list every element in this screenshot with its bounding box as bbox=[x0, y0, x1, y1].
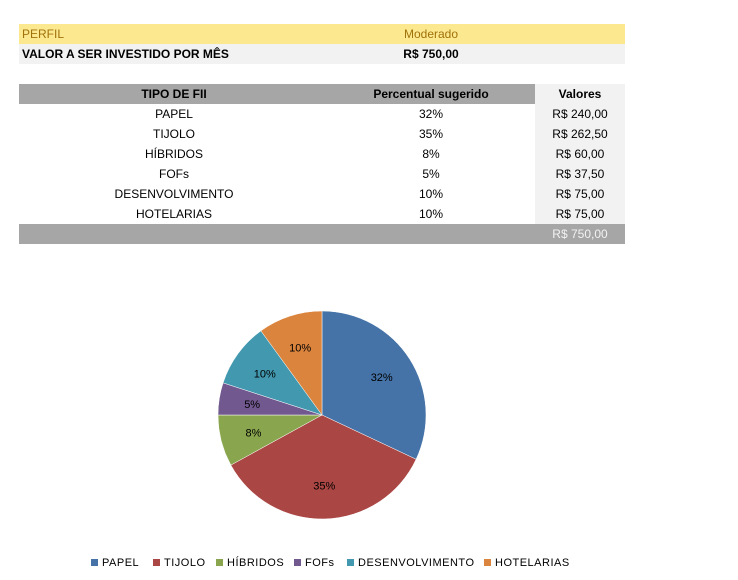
monthly-amount-label: VALOR A SER INVESTIDO POR MÊS bbox=[22, 47, 229, 61]
pie-data-label: 10% bbox=[289, 343, 311, 355]
legend-swatch bbox=[216, 558, 223, 566]
pie-data-label: 10% bbox=[254, 368, 276, 380]
perfil-row: PERFIL Moderado bbox=[19, 24, 625, 44]
legend-swatch bbox=[484, 558, 491, 566]
header-percentual: Percentual sugerido bbox=[373, 87, 489, 101]
pie-data-label: 8% bbox=[246, 428, 262, 440]
pie-data-label: 5% bbox=[244, 399, 260, 411]
pie-slice-hotelarias[interactable] bbox=[260, 310, 323, 416]
legend-swatch bbox=[91, 558, 98, 566]
header-tipo: TIPO DE FII bbox=[141, 87, 207, 101]
tipo-cell[interactable]: HÍBRIDOS bbox=[144, 147, 203, 161]
legend-item-desenvolvimento: DESENVOLVIMENTO bbox=[347, 556, 475, 570]
legend-item-papel: PAPEL bbox=[91, 556, 139, 570]
legend-label: DESENVOLVIMENTO bbox=[358, 557, 475, 569]
valor-cell[interactable]: R$ 75,00 bbox=[535, 204, 625, 224]
table-row: TIJOLO 35% R$ 262,50 bbox=[19, 124, 625, 144]
tipo-cell[interactable]: PAPEL bbox=[155, 107, 193, 121]
percentual-cell[interactable]: 10% bbox=[418, 207, 444, 221]
legend-label: HÍBRIDOS bbox=[227, 557, 285, 569]
tipo-cell[interactable]: HOTELARIAS bbox=[135, 207, 213, 221]
legend-item-hotelarias: HOTELARIAS bbox=[484, 556, 570, 570]
table-header: TIPO DE FII Percentual sugerido Valores bbox=[19, 84, 625, 104]
valor-cell[interactable]: R$ 75,00 bbox=[535, 184, 625, 204]
header-valores: Valores bbox=[535, 84, 625, 104]
valor-cell[interactable]: R$ 262,50 bbox=[535, 124, 625, 144]
monthly-amount-row: VALOR A SER INVESTIDO POR MÊS R$ 750,00 bbox=[19, 44, 625, 64]
table-row: PAPEL 32% R$ 240,00 bbox=[19, 104, 625, 124]
percentual-cell[interactable]: 35% bbox=[418, 127, 444, 141]
pie-data-label: 32% bbox=[371, 372, 393, 384]
valor-cell[interactable]: R$ 37,50 bbox=[535, 164, 625, 184]
legend-item-fofs: FOFs bbox=[294, 556, 335, 570]
table-total-row: R$ 750,00 bbox=[19, 224, 625, 244]
legend-item-híbridos: HÍBRIDOS bbox=[216, 556, 284, 570]
perfil-label: PERFIL bbox=[22, 27, 65, 41]
legend-label: FOFs bbox=[305, 557, 335, 569]
pie-slice-tijolo[interactable] bbox=[230, 414, 417, 520]
percentual-cell[interactable]: 10% bbox=[418, 187, 444, 201]
tipo-cell[interactable]: TIJOLO bbox=[152, 127, 195, 141]
percentual-cell[interactable]: 8% bbox=[422, 147, 440, 161]
legend-swatch bbox=[347, 558, 354, 566]
pie-chart: 32% 35% 8% 5% 10% 10% bbox=[217, 310, 427, 520]
percentual-cell[interactable]: 32% bbox=[418, 107, 444, 121]
percentual-cell[interactable]: 5% bbox=[422, 167, 440, 181]
legend-label: PAPEL bbox=[102, 557, 140, 569]
perfil-value[interactable]: Moderado bbox=[403, 27, 459, 41]
legend-label: HOTELARIAS bbox=[495, 557, 570, 569]
table-row: FOFs 5% R$ 37,50 bbox=[19, 164, 625, 184]
pie-slice-papel[interactable] bbox=[321, 310, 427, 460]
legend-swatch bbox=[153, 558, 160, 566]
tipo-cell[interactable]: DESENVOLVIMENTO bbox=[114, 187, 234, 201]
valor-cell[interactable]: R$ 240,00 bbox=[535, 104, 625, 124]
tipo-cell[interactable]: FOFs bbox=[159, 167, 189, 181]
valor-cell[interactable]: R$ 60,00 bbox=[535, 144, 625, 164]
monthly-amount-value[interactable]: R$ 750,00 bbox=[403, 47, 459, 61]
legend-swatch bbox=[294, 558, 301, 566]
table-row: HÍBRIDOS 8% R$ 60,00 bbox=[19, 144, 625, 164]
total-value[interactable]: R$ 750,00 bbox=[552, 227, 608, 241]
legend-label: TIJOLO bbox=[164, 557, 206, 569]
table-row: DESENVOLVIMENTO 10% R$ 75,00 bbox=[19, 184, 625, 204]
legend-item-tijolo: TIJOLO bbox=[153, 556, 206, 570]
table-row: HOTELARIAS 10% R$ 75,00 bbox=[19, 204, 625, 224]
chart-legend: PAPEL TIJOLO HÍBRIDOS FOFs DESENVOLVIMENTO HO… bbox=[0, 556, 738, 570]
pie-data-label: 35% bbox=[313, 481, 335, 493]
